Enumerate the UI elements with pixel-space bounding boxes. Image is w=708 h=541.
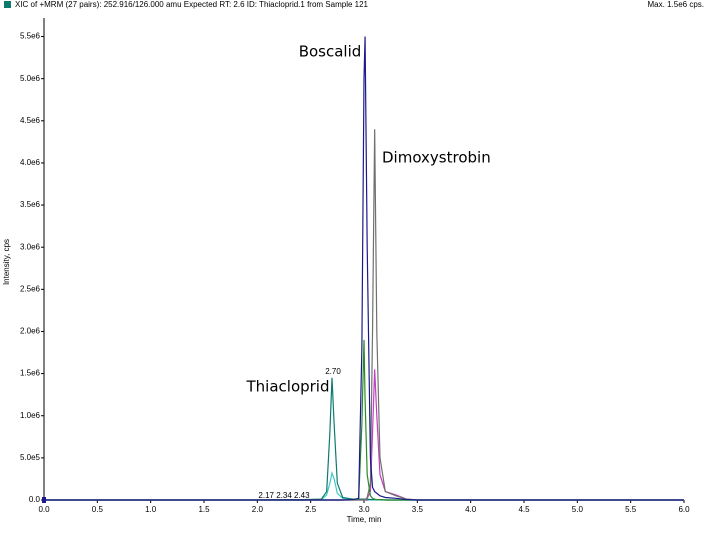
max-label: Max. 1.5e6 cps.: [648, 0, 704, 9]
y-tick-label: 2.0e6: [20, 327, 41, 336]
annotation: Dimoxystrobin: [382, 149, 491, 167]
y-tick-label: 0.0: [29, 495, 41, 504]
x-tick-label: 3.0: [358, 505, 370, 514]
x-tick-label: 2.0: [252, 505, 264, 514]
y-tick-label: 4.0e6: [20, 158, 41, 167]
y-tick-label: 3.0e6: [20, 242, 41, 251]
annotation: Boscalid: [299, 43, 362, 61]
y-tick-label: 1.5e6: [20, 369, 41, 378]
y-tick-label: 2.5e6: [20, 284, 41, 293]
y-tick-label: 5.5e6: [20, 32, 41, 41]
trace-line: [44, 470, 684, 501]
x-tick-label: 6.0: [678, 505, 690, 514]
chart-title: XIC of +MRM (27 pairs): 252.916/126.000 …: [15, 0, 369, 9]
annotation: 2.17 2.34 2.43: [258, 491, 310, 500]
y-tick-label: 5.0e6: [20, 74, 41, 83]
x-tick-label: 5.5: [625, 505, 637, 514]
x-tick-label: 3.5: [412, 505, 424, 514]
annotation: 2.70: [325, 367, 341, 376]
x-tick-label: 4.0: [465, 505, 477, 514]
y-tick-label: 1.0e6: [20, 411, 41, 420]
x-tick-label: 5.0: [572, 505, 584, 514]
trace-line: [44, 377, 684, 501]
origin-marker: [42, 497, 46, 503]
trace-line: [44, 369, 684, 501]
x-axis-label: Time, min: [347, 515, 382, 524]
x-tick-label: 1.5: [198, 505, 210, 514]
x-tick-label: 4.5: [518, 505, 530, 514]
trace-line: [44, 36, 684, 501]
trace-line: [44, 129, 684, 501]
y-tick-label: 3.5e6: [20, 200, 41, 209]
trace-line: [44, 339, 684, 501]
x-tick-label: 0.0: [38, 505, 50, 514]
y-tick-label: 4.5e6: [20, 116, 41, 125]
y-tick-label: 5.0e5: [20, 453, 41, 462]
annotation: Thiacloprid: [246, 378, 330, 396]
y-axis-label: Intensity, cps: [2, 239, 11, 285]
trace-icon: [4, 1, 11, 8]
x-tick-label: 0.5: [92, 505, 104, 514]
x-tick-label: 2.5: [305, 505, 317, 514]
x-tick-label: 1.0: [145, 505, 157, 514]
